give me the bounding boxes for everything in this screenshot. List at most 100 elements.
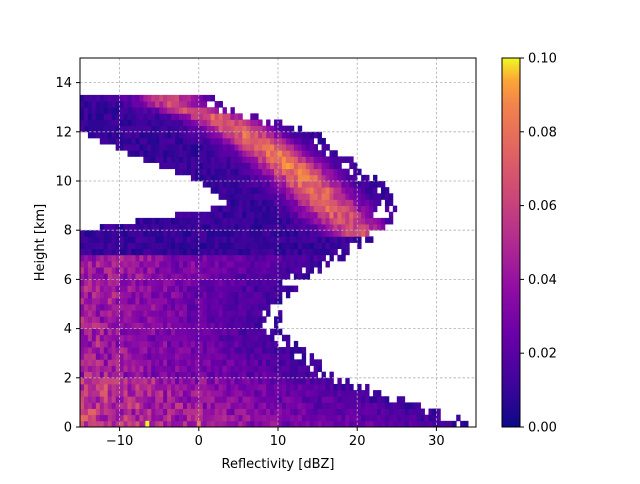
heatmap-cell xyxy=(179,291,184,299)
heatmap-cell xyxy=(321,242,326,250)
heatmap-cell xyxy=(234,285,239,293)
heatmap-cell xyxy=(194,273,200,280)
heatmap-cell xyxy=(95,340,101,348)
heatmap-cell xyxy=(210,107,216,114)
heatmap-cell xyxy=(301,168,307,176)
heatmap-cell xyxy=(357,420,362,427)
heatmap-cell xyxy=(266,414,271,422)
heatmap-cell xyxy=(242,187,247,194)
heatmap-cell xyxy=(361,174,366,182)
heatmap-cell xyxy=(83,267,89,274)
heatmap-cell xyxy=(321,420,326,427)
heatmap-cell xyxy=(87,279,93,286)
heatmap-cell xyxy=(83,390,89,397)
heatmap-cell xyxy=(131,347,136,354)
heatmap-cell xyxy=(456,414,461,422)
heatmap-cell xyxy=(293,347,299,354)
y-tick-label: 8 xyxy=(64,224,72,239)
heatmap-cell xyxy=(95,402,101,409)
heatmap-cell xyxy=(218,260,223,268)
heatmap-cell xyxy=(329,383,334,391)
heatmap-cell xyxy=(270,328,275,336)
heatmap-cell xyxy=(289,371,295,379)
heatmap-cell xyxy=(388,193,394,200)
heatmap-cell xyxy=(103,365,109,373)
heatmap-cell xyxy=(258,181,263,188)
heatmap-cell xyxy=(242,377,247,385)
heatmap-cell xyxy=(317,377,322,385)
heatmap-cell xyxy=(107,273,113,280)
heatmap-cell xyxy=(373,199,378,206)
heatmap-cell xyxy=(301,162,307,170)
heatmap-cell xyxy=(194,414,200,422)
heatmap-cell xyxy=(159,291,164,299)
heatmap-cell xyxy=(91,408,97,416)
heatmap-cell xyxy=(408,408,414,416)
heatmap-cell xyxy=(151,371,156,379)
heatmap-cell xyxy=(337,205,342,213)
heatmap-cell xyxy=(380,181,386,188)
heatmap-cell xyxy=(115,396,120,403)
heatmap-cell xyxy=(218,297,223,305)
heatmap-cell xyxy=(420,414,425,422)
heatmap-cell xyxy=(266,402,271,409)
heatmap-cell xyxy=(321,248,326,256)
heatmap-cell xyxy=(281,371,287,379)
heatmap-cell xyxy=(325,248,330,256)
heatmap-cell xyxy=(384,408,390,416)
heatmap-cell xyxy=(179,211,184,219)
heatmap-cell xyxy=(115,119,120,127)
heatmap-cell xyxy=(131,254,136,262)
heatmap-cell xyxy=(127,107,132,114)
heatmap-cell xyxy=(182,322,188,329)
heatmap-cell xyxy=(167,402,172,409)
heatmap-cell xyxy=(250,334,255,342)
heatmap-cell xyxy=(190,248,196,256)
y-tick-label: 0 xyxy=(64,421,72,436)
heatmap-cell xyxy=(179,414,184,422)
heatmap-cell xyxy=(107,137,113,145)
heatmap-cell xyxy=(258,199,263,206)
heatmap-cell xyxy=(234,291,239,299)
heatmap-cell xyxy=(99,236,105,243)
heatmap-cell xyxy=(171,285,176,293)
heatmap-cell xyxy=(95,347,101,354)
heatmap-cell xyxy=(190,101,196,108)
heatmap-cell xyxy=(436,420,441,427)
heatmap-cell xyxy=(87,304,93,311)
heatmap-cell xyxy=(95,267,101,274)
heatmap-cell xyxy=(218,402,223,409)
heatmap-cell xyxy=(218,285,223,293)
heatmap-cell xyxy=(206,119,212,127)
heatmap-cell xyxy=(119,242,124,250)
heatmap-cell xyxy=(274,267,279,274)
heatmap-cell xyxy=(281,267,287,274)
heatmap-cell xyxy=(301,260,307,268)
heatmap-cell xyxy=(91,119,97,127)
heatmap-cell xyxy=(186,150,192,157)
heatmap-cell xyxy=(171,260,176,268)
heatmap-cell xyxy=(270,365,275,373)
heatmap-cell xyxy=(258,193,263,200)
heatmap-cell xyxy=(353,217,358,225)
heatmap-cell xyxy=(182,137,188,145)
heatmap-cell xyxy=(111,273,117,280)
heatmap-cell xyxy=(297,236,303,243)
heatmap-cell xyxy=(325,181,330,188)
heatmap-cell xyxy=(190,402,196,409)
heatmap-cell xyxy=(234,267,239,274)
heatmap-cell xyxy=(151,107,156,114)
heatmap-cell xyxy=(285,187,291,194)
heatmap-cell xyxy=(151,377,156,385)
heatmap-cell xyxy=(242,414,247,422)
heatmap-cell xyxy=(313,236,318,243)
heatmap-cell xyxy=(222,144,227,151)
heatmap-cell xyxy=(317,224,322,231)
heatmap-cell xyxy=(143,390,148,397)
heatmap-cell xyxy=(345,420,350,427)
heatmap-cell xyxy=(202,420,208,427)
heatmap-cell xyxy=(179,304,184,311)
heatmap-cell xyxy=(171,334,176,342)
heatmap-cell xyxy=(80,254,85,262)
heatmap-cell xyxy=(230,211,235,219)
